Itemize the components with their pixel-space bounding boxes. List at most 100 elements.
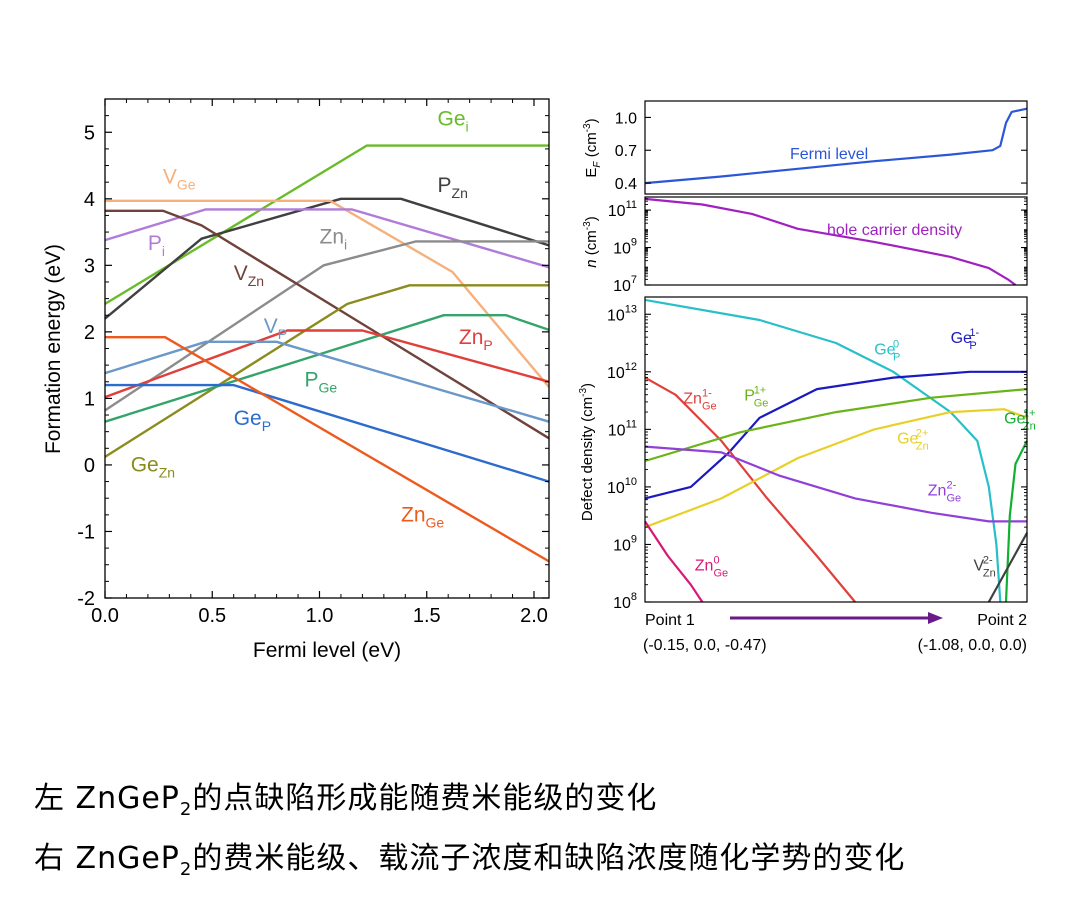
plot-frame <box>644 296 1028 603</box>
y-axis-ticks: -2 -1 0 1 2 3 4 5 <box>77 115 549 610</box>
label-base: Zn <box>320 225 345 248</box>
label-sub: Ge <box>754 398 769 410</box>
y-tick-label: 1011 <box>608 418 637 439</box>
x-start-label: Point 1 <box>645 612 695 629</box>
y-tick-label: 1 <box>84 388 95 410</box>
label-base: P <box>148 232 162 255</box>
label-base: Zn <box>683 391 702 408</box>
series-label-p-zn: PZn <box>438 174 468 201</box>
tick-base: 10 <box>613 241 631 258</box>
label-sub: P <box>262 418 271 434</box>
series-line <box>644 197 1017 286</box>
tick-base: 10 <box>613 278 631 295</box>
defect-density-series <box>644 298 1028 603</box>
tick-exp: 9 <box>631 237 637 249</box>
label-base: V <box>234 262 248 285</box>
x-start-coords: (-0.15, 0.0, -0.47) <box>643 637 767 654</box>
label-sup: 1- <box>969 327 979 339</box>
tick-exp: 9 <box>631 533 637 545</box>
ef-sub: F <box>592 161 603 168</box>
label-sub: Ge <box>714 567 729 579</box>
label-sub: P <box>893 352 900 364</box>
series-label-ge-i: Gei <box>438 108 469 135</box>
x-tick-label: 1.5 <box>413 605 441 627</box>
label-sub: Zn <box>159 465 175 481</box>
defect-unit-exp: -3 <box>578 388 589 397</box>
series-line-zn-i <box>104 240 549 412</box>
series-label-ge-p: Ge0 P <box>874 339 900 364</box>
caption-line-2-sub: 2 <box>179 859 193 880</box>
series-line-zn-p <box>104 329 550 399</box>
series-label-v-ge: VGe <box>163 166 196 193</box>
label-sub: Ge <box>319 379 338 395</box>
series-line-ge-zn <box>104 284 549 458</box>
label-base: P <box>744 388 755 405</box>
label-sub: Zn <box>452 185 468 201</box>
y-tick-label: 109 <box>613 533 637 554</box>
y-tick-label: 1010 <box>607 476 637 497</box>
series-label: Fermi level <box>790 146 868 163</box>
fermi-level-plot: 0.4 0.7 1.0 EF (cm-3) Fermi level <box>582 100 1028 195</box>
label-sub: i <box>466 119 469 135</box>
caption-line-2-prefix: 右 ZnGeP <box>34 841 180 876</box>
series-label-p-i: Pi <box>148 232 165 259</box>
label-sub: P <box>483 337 492 353</box>
caption-line-1: 左 ZnGeP2的点缺陷形成能随费米能级的变化 <box>34 773 657 820</box>
label-base: Ge <box>438 108 466 131</box>
tick-exp: 8 <box>631 591 637 603</box>
series-label-v-zn: VZn <box>234 262 264 289</box>
y-tick-label: 1.0 <box>615 110 637 127</box>
series-label-ge-p: GeP <box>234 407 271 434</box>
label-base: Ge <box>234 407 262 430</box>
y-tick-label: 3 <box>84 255 95 277</box>
tick-exp: 7 <box>631 274 637 286</box>
series-line <box>644 520 704 603</box>
series-label-ge-zn: Ge1+ Zn <box>1004 408 1036 433</box>
y-tick-label: 0.7 <box>615 143 637 160</box>
y-tick-label: 108 <box>613 591 637 612</box>
label-sub: Zn <box>983 567 996 579</box>
label-base: Zn <box>401 504 426 527</box>
label-sup: 0 <box>893 339 899 351</box>
ef-unit-exp: -3 <box>582 123 593 132</box>
series-line-v-p <box>104 340 550 423</box>
caption-line-2-suffix: 的费米能级、载流子浓度和缺陷浓度随化学势的变化 <box>192 841 906 876</box>
y-tick-label: 0 <box>84 455 95 477</box>
y-tick-label: 1012 <box>607 361 637 382</box>
series-line-ge-p <box>105 383 550 483</box>
ef-symbol: E <box>583 168 600 178</box>
label-sub: Zn <box>916 441 929 453</box>
y-axis-label: Formation energy (eV) <box>42 244 65 454</box>
series-line <box>644 376 856 603</box>
series-label-ge-zn: GeZn <box>131 454 175 481</box>
label-base: V <box>264 315 278 338</box>
label-base: Ge <box>874 342 895 359</box>
y-tick-label: 1013 <box>607 303 637 324</box>
y-tick-label: 109 <box>613 237 637 258</box>
series-label-zn-ge: Zn2-Ge <box>928 480 961 505</box>
series-label-zn-i: Zni <box>320 225 348 252</box>
label-sup: 1+ <box>1023 408 1036 420</box>
tick-base: 10 <box>608 203 626 220</box>
label-sub: Ge <box>702 401 717 413</box>
series-line <box>644 408 1028 529</box>
label-sub: P <box>278 326 287 342</box>
n-unit-exp: -3 <box>582 221 593 230</box>
tick-exp: 12 <box>625 361 637 373</box>
y-tick-label: -2 <box>77 588 95 610</box>
tick-base: 10 <box>608 422 626 439</box>
series-label-v-zn: V2-Zn <box>974 554 996 579</box>
label-sup: 2+ <box>916 428 929 440</box>
series-label-v-p: VP <box>264 315 287 342</box>
plot-frame <box>644 196 1028 286</box>
label-sup: 1- <box>702 388 712 400</box>
series-line-v-ge <box>105 199 550 388</box>
defect-label-text: Defect density (cm <box>579 397 596 521</box>
